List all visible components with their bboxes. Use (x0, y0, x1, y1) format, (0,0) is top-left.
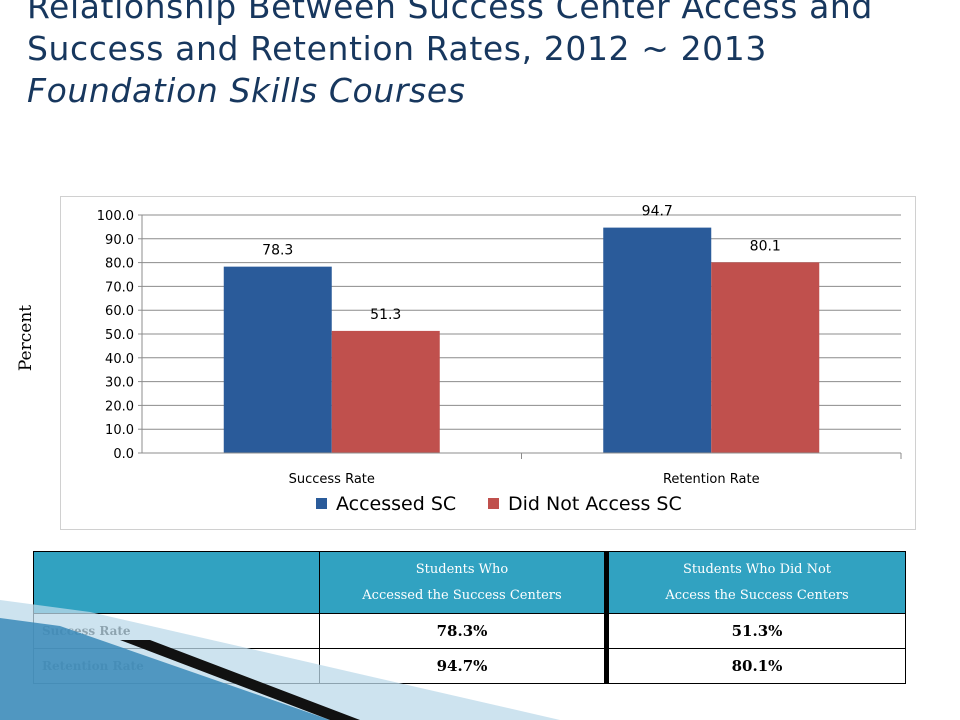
y-tick-label: 0.0 (113, 447, 134, 462)
header-not-accessed-line1: Students Who Did Not (682, 561, 832, 577)
bar (711, 262, 820, 453)
title-line-1: Relationship Between Success Center Acce… (27, 0, 873, 26)
cell-not-accessed: 80.1% (604, 648, 906, 684)
data-label: 94.7 (642, 204, 673, 220)
title-subtitle: Foundation Skills Courses (27, 71, 466, 110)
header-corner (33, 551, 320, 614)
y-tick-label: 10.0 (105, 423, 134, 438)
x-tick-label: Retention Rate (663, 472, 760, 487)
y-tick-label: 40.0 (105, 352, 134, 367)
slide-title: Relationship Between Success Center Acce… (27, 0, 947, 112)
cell-not-accessed: 51.3% (604, 613, 906, 649)
table-row: Success Rate 78.3% 51.3% (33, 613, 906, 649)
data-label: 51.3 (370, 307, 401, 323)
title-line-2: Success and Retention Rates, 2012 ~ 2013 (27, 29, 767, 68)
y-tick-label: 70.0 (105, 280, 134, 295)
row-label: Retention Rate (33, 648, 320, 684)
y-tick-label: 60.0 (105, 304, 134, 319)
x-tick-label: Success Rate (289, 472, 375, 487)
header-not-accessed: Students Who Did Not Access the Success … (604, 551, 906, 614)
y-tick-label: 20.0 (105, 399, 134, 414)
y-tick-label: 30.0 (105, 376, 134, 391)
header-accessed-line1: Students Who (415, 561, 509, 577)
cell-accessed: 94.7% (319, 648, 607, 684)
legend-swatch (488, 498, 499, 509)
header-accessed: Students Who Accessed the Success Center… (319, 551, 607, 614)
bar-chart: 0.0 10.0 20.0 30.0 40.0 50.0 60.0 70.0 80.0 90.0 1… (60, 196, 916, 530)
legend-label: Accessed SC (336, 493, 456, 515)
y-tick-label: 90.0 (105, 233, 134, 248)
data-table: Students Who Accessed the Success Center… (33, 551, 906, 684)
bar (331, 330, 440, 453)
legend-label: Did Not Access SC (508, 493, 682, 515)
y-tick-label: 80.0 (105, 257, 134, 272)
legend-swatch (316, 498, 327, 509)
cell-accessed: 78.3% (319, 613, 607, 649)
row-label: Success Rate (33, 613, 320, 649)
table-header-row: Students Who Accessed the Success Center… (33, 551, 906, 614)
header-accessed-line2: Accessed the Success Centers (362, 587, 562, 603)
bar (223, 266, 332, 453)
chart-canvas: 0.0 10.0 20.0 30.0 40.0 50.0 60.0 70.0 80.0 90.0 1… (97, 204, 902, 515)
y-tick-label: 50.0 (105, 328, 134, 343)
y-axis-title: Percent (16, 304, 36, 372)
table-row: Retention Rate 94.7% 80.1% (33, 648, 906, 684)
data-label: 78.3 (262, 243, 293, 259)
header-not-accessed-line2: Access the Success Centers (665, 587, 849, 603)
y-tick-label: 100.0 (97, 209, 134, 224)
data-label: 80.1 (750, 238, 781, 254)
bar (603, 227, 712, 453)
